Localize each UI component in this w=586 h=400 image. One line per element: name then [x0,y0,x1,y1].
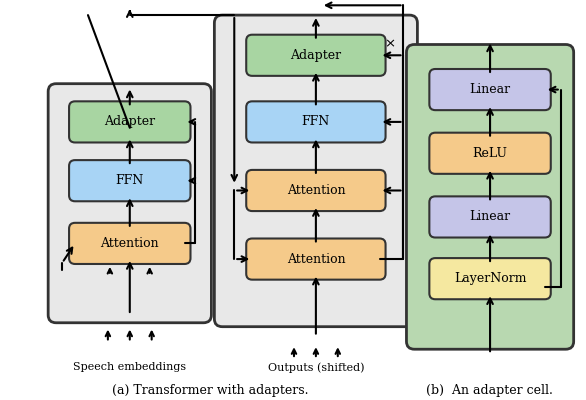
FancyBboxPatch shape [214,15,417,327]
Text: Outputs (shifted): Outputs (shifted) [268,362,364,372]
Text: Adapter: Adapter [290,49,342,62]
Text: Attention: Attention [100,237,159,250]
FancyBboxPatch shape [69,223,190,264]
FancyBboxPatch shape [246,238,386,280]
FancyBboxPatch shape [246,35,386,76]
FancyBboxPatch shape [430,196,551,238]
FancyBboxPatch shape [69,160,190,201]
FancyBboxPatch shape [430,258,551,299]
Text: $M\times$: $M\times$ [370,37,396,50]
FancyBboxPatch shape [246,170,386,211]
FancyBboxPatch shape [246,101,386,142]
Text: (a) Transformer with adapters.: (a) Transformer with adapters. [112,384,309,396]
Text: LayerNorm: LayerNorm [454,272,526,285]
Text: Speech embeddings: Speech embeddings [73,362,186,372]
Text: Linear: Linear [469,210,510,224]
Text: FFN: FFN [302,116,330,128]
Text: $N\times$: $N\times$ [166,105,189,118]
Text: FFN: FFN [115,174,144,187]
Text: Attention: Attention [287,252,345,266]
FancyBboxPatch shape [407,44,574,349]
FancyBboxPatch shape [48,84,212,323]
Text: Attention: Attention [287,184,345,197]
Text: ReLU: ReLU [472,147,507,160]
FancyBboxPatch shape [69,101,190,142]
Text: Adapter: Adapter [104,116,155,128]
Text: Linear: Linear [469,83,510,96]
Text: (b)  An adapter cell.: (b) An adapter cell. [425,384,553,396]
FancyBboxPatch shape [430,69,551,110]
FancyBboxPatch shape [430,133,551,174]
